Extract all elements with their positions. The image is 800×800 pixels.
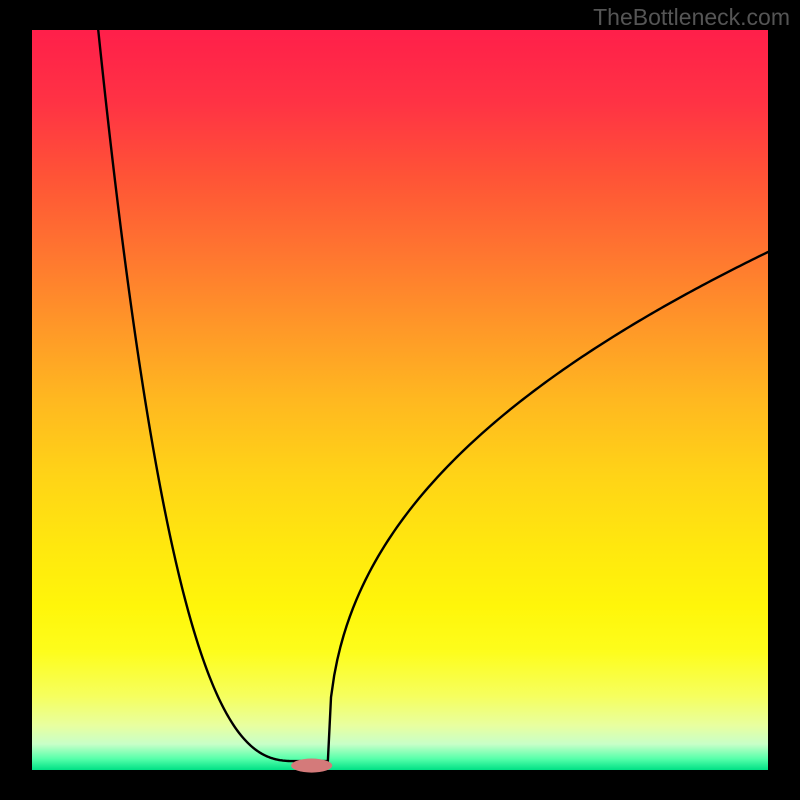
optimal-marker: [291, 759, 332, 773]
plot-background: [32, 30, 768, 770]
watermark-text: TheBottleneck.com: [593, 4, 790, 31]
chart-container: TheBottleneck.com: [0, 0, 800, 800]
chart-svg: [0, 0, 800, 800]
